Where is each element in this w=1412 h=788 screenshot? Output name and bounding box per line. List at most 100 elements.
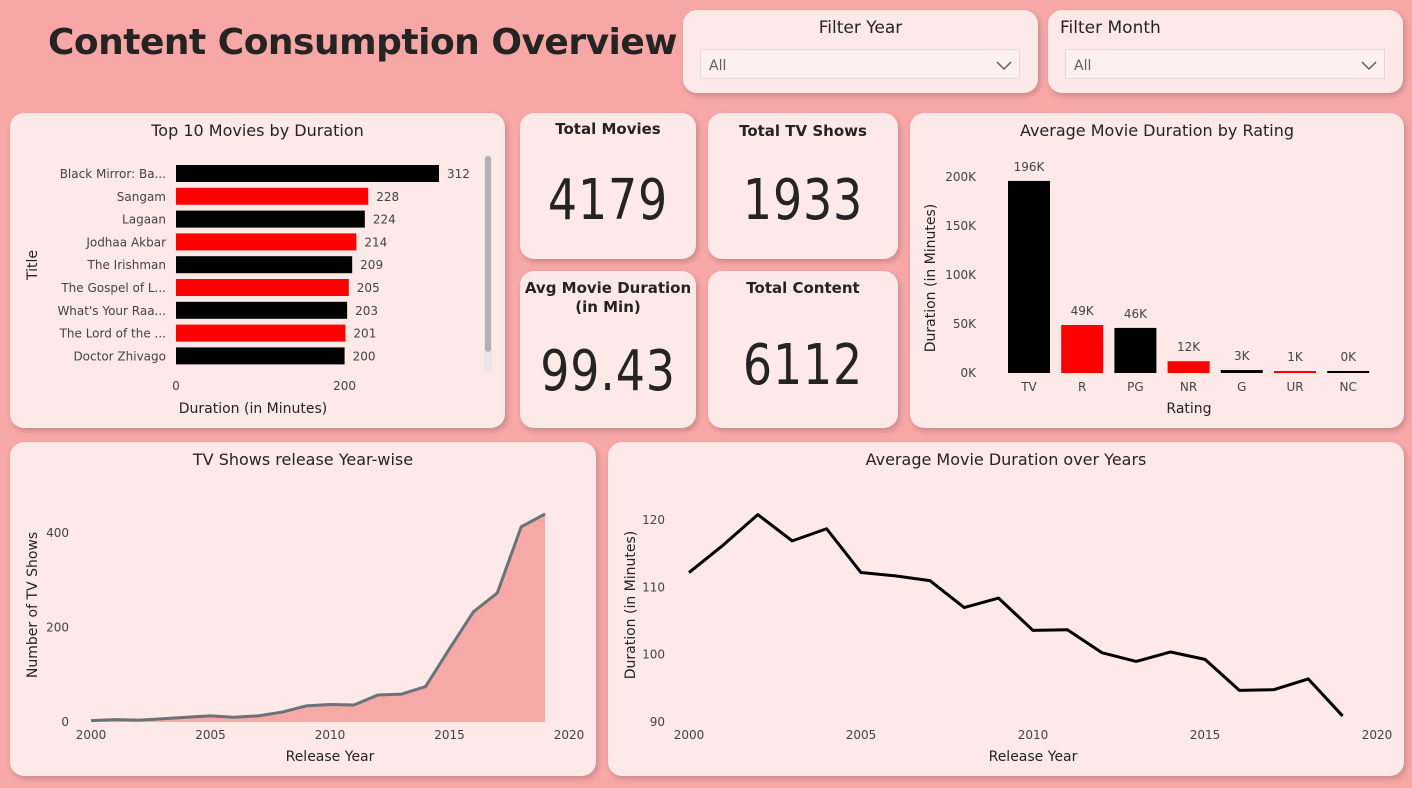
x-tick-label: 2015 (434, 728, 465, 742)
filter-year-dropdown[interactable]: All (700, 49, 1020, 79)
y-tick-label: Sangam (117, 190, 166, 204)
kpi-total-tv-shows: Total TV Shows 1933 (708, 113, 898, 259)
top10-card: Top 10 Movies by Duration Black Mirror: … (10, 113, 505, 428)
page-title: Content Consumption Overview (48, 22, 678, 63)
x-tick-label: PG (1127, 380, 1144, 394)
x-axis-label: Duration (in Minutes) (179, 401, 328, 417)
y-tick-label: What's Your Raa... (57, 304, 166, 318)
bar (176, 187, 369, 205)
y-tick-label: Lagaan (122, 213, 166, 227)
filter-month-value: All (1074, 58, 1092, 74)
y-tick-label: 200K (945, 170, 977, 184)
y-tick-label: 400 (46, 526, 69, 540)
kpi-total-content: Total Content 6112 (708, 271, 898, 428)
x-tick-label: 2020 (1362, 728, 1393, 742)
bar (176, 210, 365, 228)
filter-month-card: Filter Month All (1048, 10, 1403, 93)
data-label: 46K (1124, 307, 1148, 321)
filter-month-label: Filter Month (1060, 18, 1161, 38)
kpi-value: 4179 (547, 168, 669, 233)
x-tick-label: 200 (333, 379, 356, 393)
data-label: 3K (1234, 349, 1251, 363)
chart-title: Top 10 Movies by Duration (151, 121, 364, 140)
x-tick-label: UR (1286, 380, 1303, 394)
bar (176, 233, 357, 251)
bar (176, 324, 346, 342)
avgduration-chart: 90 100 110 120 2000 2005 2010 2015 2020 Release Y… (623, 513, 1393, 765)
data-label: 12K (1177, 340, 1201, 354)
data-label: 205 (357, 281, 380, 295)
kpi-value: 99.43 (540, 339, 676, 404)
rating-chart: 0K 50K 100K 150K 200K 196K TV 49K R 46K PG 12K NR 3K G… (923, 160, 1370, 417)
filter-year-value: All (709, 58, 727, 74)
chart-title: TV Shows release Year-wise (192, 450, 414, 469)
x-tick-label: 2010 (315, 728, 346, 742)
y-tick-label: Doctor Zhivago (73, 349, 166, 363)
x-tick-label: 2015 (1190, 728, 1221, 742)
bar (1114, 327, 1157, 373)
x-tick-label: 2000 (76, 728, 107, 742)
y-tick-label: 90 (650, 715, 665, 729)
data-label: 228 (376, 190, 399, 204)
area-fill (91, 514, 546, 722)
x-axis-label: Rating (1166, 401, 1211, 417)
y-axis-label: Title (25, 250, 41, 281)
series-line (90, 512, 546, 723)
rating-card: Average Movie Duration by Rating 0K 50K 10… (910, 113, 1404, 428)
data-label: 224 (373, 213, 396, 227)
bar (176, 347, 345, 365)
y-tick-label: 50K (953, 317, 977, 331)
bar (1167, 361, 1210, 373)
bar (176, 301, 348, 319)
data-label: 209 (360, 258, 383, 272)
y-tick-label: The Gospel of L... (60, 281, 166, 295)
y-axis-label: Duration (in Minutes) (623, 531, 639, 680)
x-tick-label: 0 (172, 379, 180, 393)
bar (1008, 180, 1050, 373)
y-tick-label: 0 (61, 715, 69, 729)
scrollbar-thumb (485, 156, 491, 352)
data-label: 203 (355, 304, 378, 318)
y-axis-label: Number of TV Shows (25, 532, 41, 678)
x-tick-label: NC (1340, 380, 1357, 394)
kpi-label: Total Movies (555, 120, 661, 138)
filter-year-card: Filter Year All (683, 10, 1038, 93)
y-tick-label: 100K (945, 268, 977, 282)
kpi-label: Avg Movie Duration (524, 279, 692, 297)
x-tick-label: R (1078, 380, 1086, 394)
x-tick-label: NR (1180, 380, 1197, 394)
x-tick-label: G (1237, 380, 1246, 394)
kpi-value: 1933 (742, 168, 864, 233)
data-label: 0K (1340, 350, 1357, 364)
x-tick-label: 2000 (674, 728, 705, 742)
x-tick-label: 2010 (1018, 728, 1049, 742)
kpi-total-movies: Total Movies 4179 (520, 113, 696, 259)
y-tick-label: 120 (642, 513, 665, 527)
data-label: 312 (447, 167, 470, 181)
y-tick-label: The Lord of the ... (59, 327, 166, 341)
kpi-label-unit: (in Min) (575, 298, 641, 316)
tvshows-chart: 0 200 400 2000 2005 2010 2015 2020 Release Year N… (25, 512, 584, 765)
tvshows-card: TV Shows release Year-wise 0 200 400 2000 20… (10, 442, 596, 776)
x-tick-label: 2005 (195, 728, 226, 742)
y-axis-label: Duration (in Minutes) (923, 204, 939, 353)
data-label: 1K (1287, 350, 1304, 364)
y-tick-label: 0K (960, 366, 977, 380)
chevron-down-icon (996, 61, 1012, 71)
kpi-label: Total Content (746, 279, 860, 297)
avgduration-card: Average Movie Duration over Years 90 100 1… (608, 442, 1404, 776)
data-label: 200 (353, 349, 376, 363)
x-axis-label: Release Year (989, 749, 1078, 765)
bar (1327, 371, 1370, 373)
x-tick-label: 2005 (846, 728, 877, 742)
bar (1274, 371, 1316, 373)
y-tick-label: Black Mirror: Ba... (60, 167, 166, 181)
y-tick-label: The Irishman (87, 258, 166, 272)
filter-month-dropdown[interactable]: All (1065, 49, 1385, 79)
chart-title: Average Movie Duration over Years (865, 450, 1147, 469)
bar (1061, 324, 1104, 373)
bar (176, 256, 353, 274)
y-tick-label: Jodhaa Akbar (85, 235, 166, 249)
kpi-value: 6112 (742, 333, 864, 398)
series-line (688, 513, 1344, 717)
